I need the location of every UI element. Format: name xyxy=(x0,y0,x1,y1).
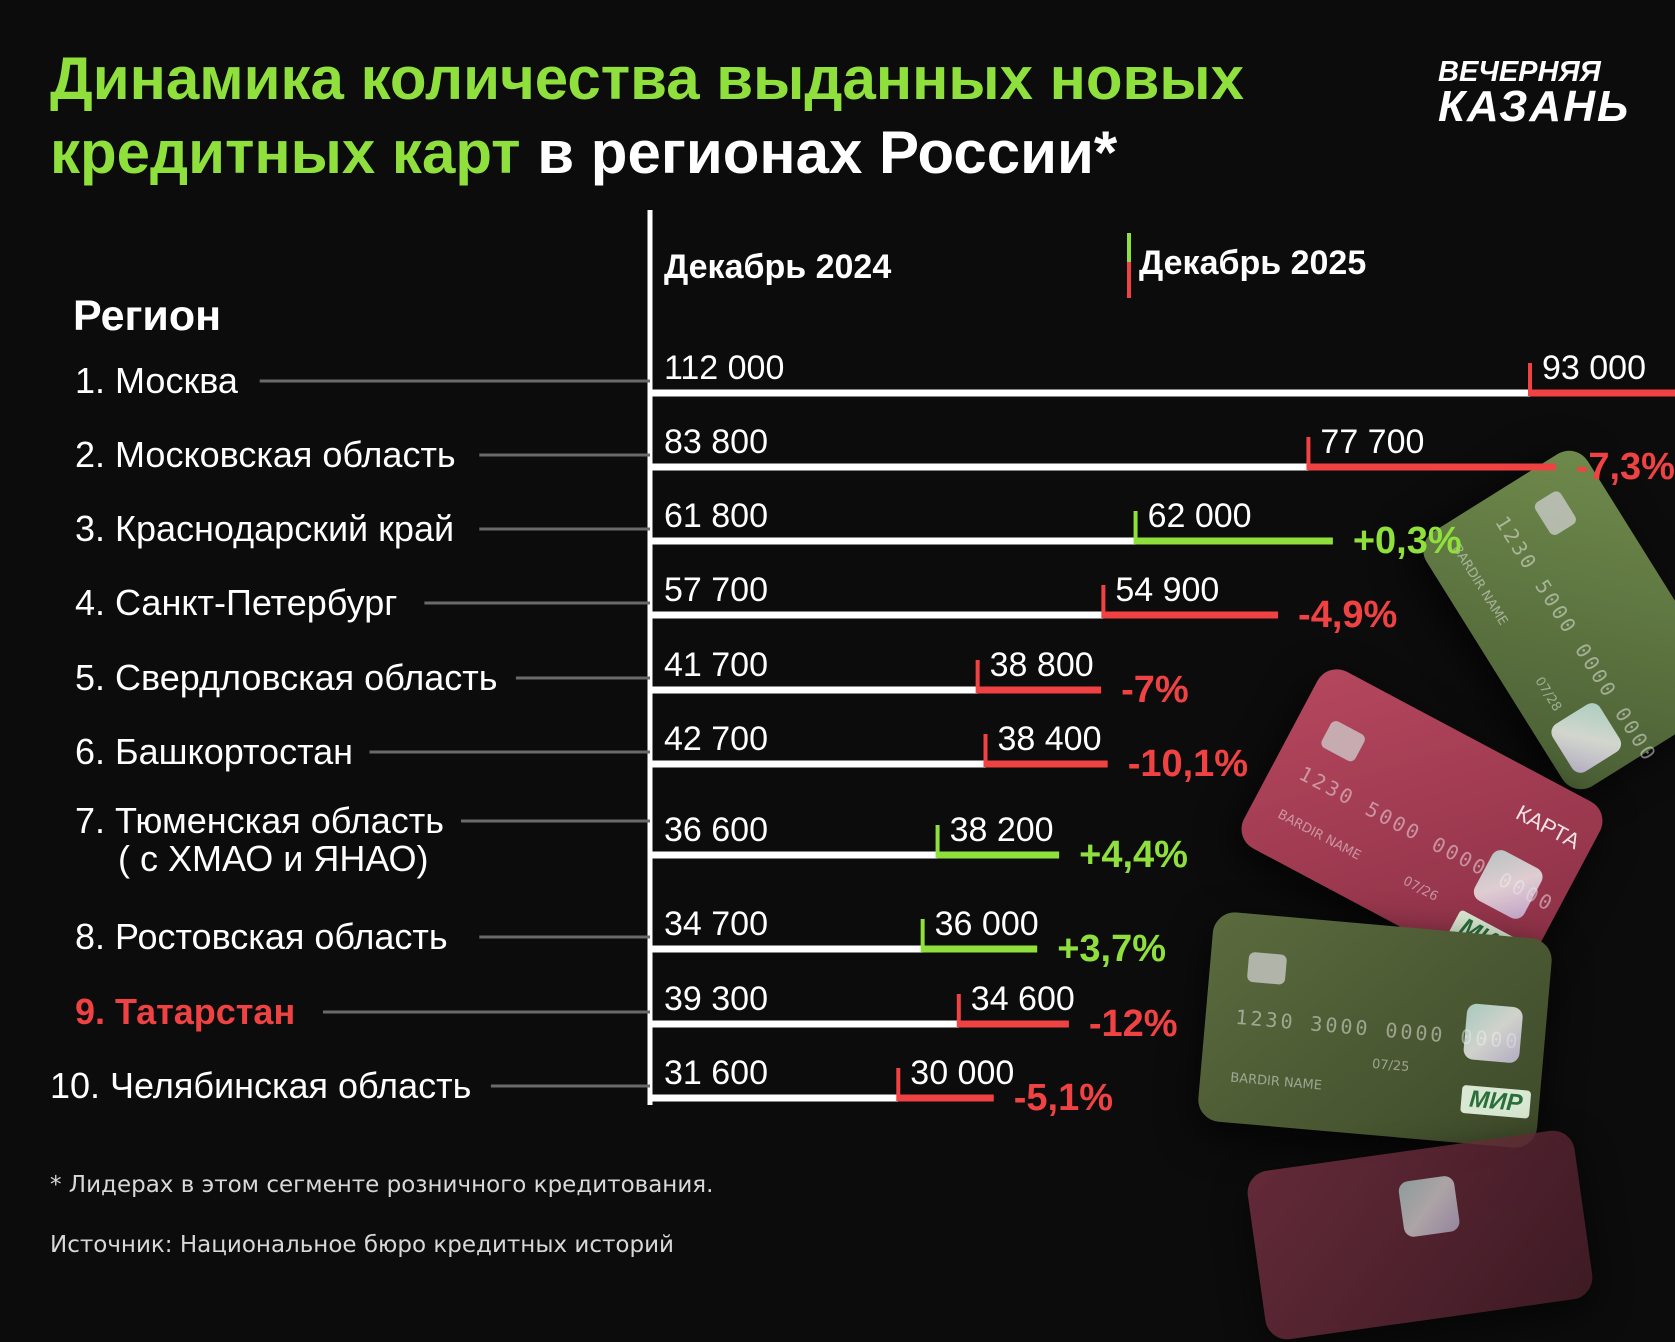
change-label: -7% xyxy=(1121,669,1189,711)
change-label: +0,3% xyxy=(1353,520,1462,562)
region-label: 10. Челябинская область xyxy=(50,1065,471,1106)
logo-line-1: ВЕЧЕРНЯЯ xyxy=(1438,56,1601,88)
change-label: -4,9% xyxy=(1298,594,1397,636)
value-label-2025: 77 700 xyxy=(1320,423,1424,461)
value-label-2024: 112 000 xyxy=(664,349,784,387)
legend-2024: Декабрь 2024 xyxy=(664,248,891,286)
region-header: Регион xyxy=(73,292,221,340)
region-label: 5. Свердловская область xyxy=(75,657,497,698)
value-label-2024: 34 700 xyxy=(664,905,768,943)
source-note: Источник: Национальное бюро кредитных ис… xyxy=(50,1232,674,1258)
title-white-part: в регионах России* xyxy=(537,119,1118,186)
value-label-2024: 57 700 xyxy=(664,571,768,609)
value-label-2025: 62 000 xyxy=(1148,497,1252,535)
value-label-2025: 36 000 xyxy=(935,905,1039,943)
value-label-2024: 41 700 xyxy=(664,646,768,684)
region-label: 3. Краснодарский край xyxy=(75,508,454,549)
region-label: 9. Татарстан xyxy=(75,991,295,1032)
region-label: ( с ХМАО и ЯНАО) xyxy=(118,838,429,879)
value-label-2025: 93 000 xyxy=(1542,349,1646,387)
value-label-2025: 38 800 xyxy=(990,646,1094,684)
region-label: 2. Московская область xyxy=(75,434,456,475)
logo-line-2: КАЗАНЬ xyxy=(1438,82,1631,131)
region-label: 4. Санкт-Петербург xyxy=(75,582,397,623)
change-label: +3,7% xyxy=(1057,928,1166,970)
region-label: 6. Башкортостан xyxy=(75,731,353,772)
change-label: -12% xyxy=(1089,1003,1178,1045)
legend-2025: Декабрь 2025 xyxy=(1139,244,1366,282)
value-label-2024: 61 800 xyxy=(664,497,768,535)
value-label-2024: 83 800 xyxy=(664,423,768,461)
value-label-2025: 38 200 xyxy=(950,811,1054,849)
vechernyaya-kazan-logo: ВЕЧЕРНЯЯ КАЗАНЬ xyxy=(1438,58,1628,129)
value-label-2025: 54 900 xyxy=(1115,571,1219,609)
change-label: +4,4% xyxy=(1079,834,1188,876)
value-label-2025: 34 600 xyxy=(971,980,1075,1018)
value-label-2024: 42 700 xyxy=(664,720,768,758)
change-label: -7,3% xyxy=(1576,446,1675,488)
change-label: -10,1% xyxy=(1128,743,1248,785)
title-green-part: Динамика количества выданных новых креди… xyxy=(50,45,1244,186)
value-label-2024: 39 300 xyxy=(664,980,768,1018)
bar-chart: Декабрь 2024 Декабрь 2025 Регион 1. Моск… xyxy=(50,210,1675,1119)
chart-legend: Декабрь 2024 Декабрь 2025 xyxy=(664,233,1366,298)
footnote: * Лидерах в этом сегменте розничного кре… xyxy=(50,1172,714,1198)
change-label: -5,1% xyxy=(1014,1077,1113,1119)
chart-title: Динамика количества выданных новых креди… xyxy=(50,42,1410,190)
value-label-2024: 36 600 xyxy=(664,811,768,849)
region-label: 8. Ростовская область xyxy=(75,916,448,957)
value-label-2024: 31 600 xyxy=(664,1054,768,1092)
region-label: 7. Тюменская область xyxy=(75,800,444,841)
region-label: 1. Москва xyxy=(75,360,239,401)
value-label-2025: 38 400 xyxy=(998,720,1102,758)
value-label-2025: 30 000 xyxy=(910,1054,1014,1092)
